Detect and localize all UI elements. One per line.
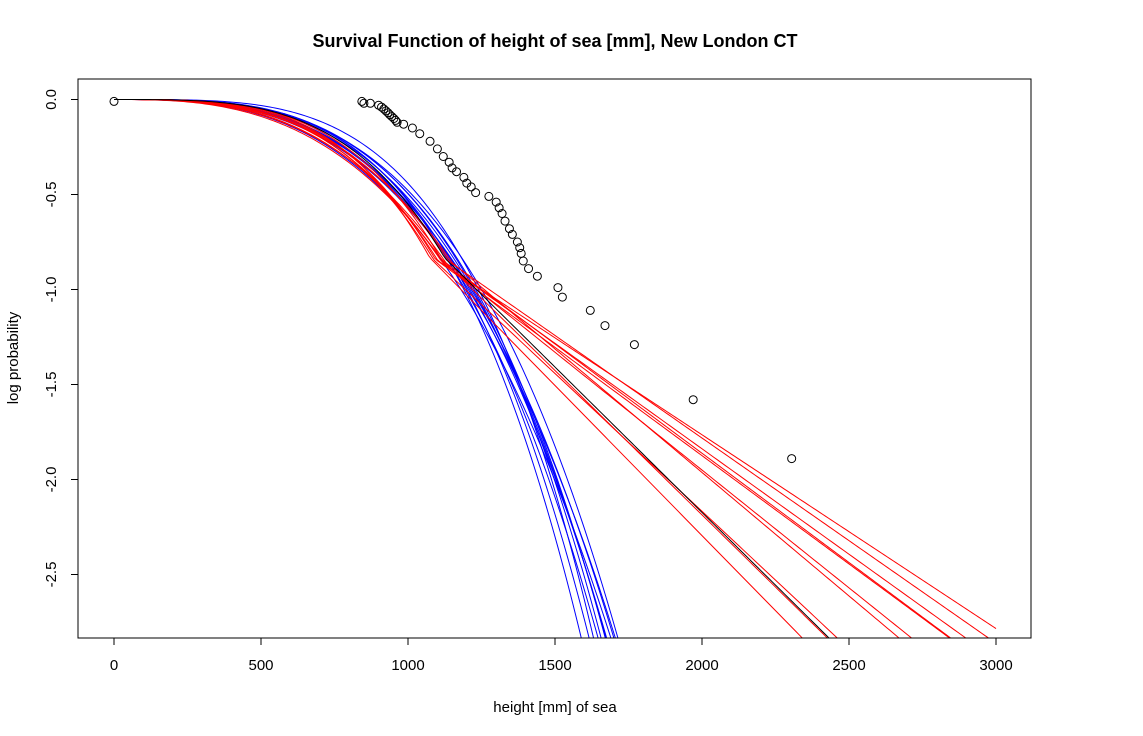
data-point <box>432 144 442 154</box>
data-point <box>357 96 367 106</box>
red-curve-8 <box>114 99 913 638</box>
y-tick-label: -2.0 <box>43 467 60 493</box>
red-curve-5 <box>114 99 839 638</box>
red-curve-9 <box>114 99 900 638</box>
y-tick-label: -2.5 <box>43 562 60 588</box>
data-points <box>109 96 797 464</box>
data-point <box>524 264 534 274</box>
y-tick-label: -0.5 <box>43 182 60 208</box>
x-axis-label: height [mm] of sea <box>493 699 617 716</box>
data-point <box>532 271 542 281</box>
blue-curve-5 <box>114 99 590 638</box>
data-point <box>466 182 476 192</box>
blue-curve-6 <box>114 99 615 638</box>
data-point <box>494 203 504 213</box>
blue-curve-7 <box>114 99 599 638</box>
data-point <box>787 454 797 464</box>
data-point <box>399 119 409 129</box>
red-curve-1 <box>114 99 967 638</box>
blue-curve-11 <box>114 99 595 638</box>
data-point <box>688 395 698 405</box>
blue-curve-8 <box>114 99 602 638</box>
data-point <box>518 256 528 266</box>
red-curve-4 <box>114 99 990 638</box>
blue-curve-3 <box>114 99 616 638</box>
series-curves <box>114 99 997 638</box>
red-curve-2 <box>114 99 951 638</box>
data-point <box>516 248 526 258</box>
data-point <box>512 237 522 247</box>
data-point <box>392 117 402 127</box>
x-tick-label: 500 <box>248 657 273 674</box>
blue-curve-9 <box>114 99 619 638</box>
data-point <box>425 136 435 146</box>
data-point <box>497 209 507 218</box>
plot-frame <box>77 78 1032 639</box>
data-point <box>391 115 401 125</box>
x-axis: 0 500 1000 1500 2000 2500 3000 <box>110 637 1013 674</box>
data-point <box>500 216 510 226</box>
data-point <box>600 321 610 331</box>
data-point <box>515 243 525 253</box>
data-point <box>507 229 517 239</box>
y-axis: 0.0 -0.5 -1.0 -1.5 -2.0 -2.5 <box>43 89 79 588</box>
data-point <box>415 129 425 139</box>
x-tick-label: 2500 <box>832 657 865 674</box>
y-axis-label: log probability <box>5 311 22 404</box>
data-point <box>557 292 567 302</box>
data-point <box>484 191 494 201</box>
y-tick-label: -1.0 <box>43 277 60 303</box>
data-point <box>444 157 454 167</box>
blue-curve-0 <box>114 99 608 638</box>
y-tick-label: 0.0 <box>43 89 60 110</box>
x-tick-label: 1500 <box>538 657 571 674</box>
x-tick-label: 0 <box>110 657 118 674</box>
data-point <box>629 340 639 350</box>
data-point <box>471 188 481 198</box>
data-point <box>365 98 375 108</box>
data-point <box>459 172 469 182</box>
data-point <box>585 305 595 315</box>
black-curve <box>114 99 830 638</box>
red-curve-0 <box>114 99 997 629</box>
x-tick-label: 1000 <box>391 657 424 674</box>
red-curve-7 <box>114 99 803 638</box>
blue-curve-4 <box>114 99 606 638</box>
data-point <box>504 224 514 234</box>
data-point <box>553 283 563 293</box>
data-point <box>438 152 448 161</box>
blue-curve-1 <box>114 99 607 638</box>
data-point <box>452 167 462 177</box>
chart-title: Survival Function of height of sea [mm],… <box>312 31 797 51</box>
blue-curve-10 <box>114 99 612 638</box>
data-point <box>359 98 369 108</box>
data-point <box>491 197 501 207</box>
data-point <box>407 123 417 133</box>
red-curve-3 <box>114 99 952 638</box>
y-tick-label: -1.5 <box>43 372 60 398</box>
x-tick-label: 2000 <box>685 657 718 674</box>
x-tick-label: 3000 <box>979 657 1012 674</box>
data-point <box>109 96 119 106</box>
